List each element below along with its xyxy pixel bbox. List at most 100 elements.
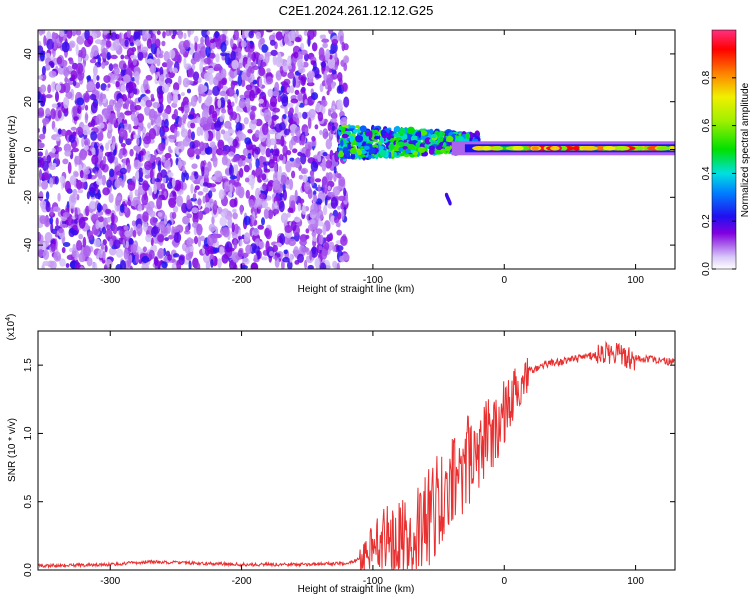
noise-mark <box>283 249 288 255</box>
snr-series-line <box>38 340 675 570</box>
signal-mark <box>388 151 392 159</box>
noise-mark <box>171 212 177 219</box>
carrier-mark <box>550 146 560 151</box>
noise-mark <box>293 135 302 143</box>
noise-mark <box>130 244 138 253</box>
noise-mark <box>38 30 44 36</box>
signal-mark <box>369 130 373 139</box>
noise-mark <box>266 68 271 73</box>
noise-mark <box>212 155 218 168</box>
noise-mark <box>331 111 337 120</box>
noise-mark <box>258 66 266 77</box>
noise-mark <box>53 251 61 262</box>
noise-mark <box>287 207 294 213</box>
noise-mark <box>131 47 137 52</box>
heatmap-y-tick-label: -40 <box>23 237 34 252</box>
noise-mark <box>173 108 178 119</box>
noise-mark <box>219 216 227 227</box>
signal-mark <box>456 136 464 142</box>
noise-mark <box>307 30 315 40</box>
noise-mark <box>126 200 132 206</box>
noise-mark <box>207 67 215 74</box>
noise-mark <box>113 239 121 249</box>
noise-mark <box>340 235 348 246</box>
noise-mark <box>290 98 299 104</box>
noise-mark <box>102 155 107 165</box>
noise-mark <box>112 99 117 105</box>
noise-mark <box>185 252 193 261</box>
noise-mark <box>284 128 290 136</box>
noise-mark <box>301 205 307 215</box>
noise-mark <box>194 51 202 63</box>
noise-mark <box>300 49 308 56</box>
noise-mark <box>244 215 251 226</box>
noise-mark <box>319 34 324 40</box>
noise-mark <box>261 201 269 209</box>
noise-mark <box>193 171 199 180</box>
noise-mark <box>152 101 160 109</box>
noise-mark <box>331 125 336 131</box>
noise-mark <box>71 229 79 236</box>
noise-mark <box>38 151 43 157</box>
noise-mark <box>307 117 312 129</box>
noise-mark <box>335 222 341 228</box>
noise-mark <box>227 247 235 252</box>
noise-mark <box>190 118 195 124</box>
noise-mark <box>325 48 331 61</box>
noise-mark <box>161 83 170 93</box>
noise-mark <box>83 93 90 103</box>
noise-mark <box>87 35 94 45</box>
heatmap-x-tick-label: -100 <box>363 275 383 286</box>
noise-mark <box>307 264 314 269</box>
noise-mark <box>171 34 176 40</box>
noise-mark <box>76 240 83 251</box>
noise-mark <box>210 41 216 50</box>
noise-mark <box>203 207 210 214</box>
noise-mark <box>187 147 195 158</box>
signal-mark <box>440 148 446 153</box>
noise-mark <box>337 211 342 220</box>
noise-mark <box>164 77 173 85</box>
noise-mark <box>221 155 228 166</box>
snr-exponent: (x104) <box>5 314 17 341</box>
noise-mark <box>282 61 289 73</box>
noise-mark <box>297 58 304 69</box>
noise-mark <box>106 130 112 139</box>
noise-mark <box>266 181 273 192</box>
noise-mark <box>161 154 166 163</box>
noise-mark <box>38 249 44 258</box>
noise-mark <box>239 94 245 99</box>
noise-mark <box>331 38 339 45</box>
noise-mark <box>338 195 346 202</box>
noise-mark <box>282 145 288 157</box>
noise-mark <box>58 128 62 135</box>
noise-mark <box>108 247 117 256</box>
noise-mark <box>330 215 336 226</box>
noise-mark <box>213 199 218 211</box>
noise-mark <box>81 137 85 148</box>
noise-mark <box>239 239 243 247</box>
noise-mark <box>80 47 87 59</box>
noise-mark <box>57 146 62 152</box>
noise-mark <box>295 126 301 137</box>
noise-mark <box>289 253 293 263</box>
noise-mark <box>173 232 182 243</box>
noise-mark <box>138 97 141 103</box>
noise-mark <box>214 30 220 39</box>
noise-mark <box>63 96 70 109</box>
noise-mark <box>264 53 270 64</box>
noise-mark <box>134 71 140 83</box>
noise-mark <box>322 224 327 236</box>
noise-mark <box>304 127 309 136</box>
noise-mark <box>95 81 101 89</box>
noise-mark <box>83 168 90 175</box>
noise-mark <box>143 135 152 145</box>
noise-mark <box>171 226 175 237</box>
noise-mark <box>217 98 222 109</box>
noise-mark <box>64 150 72 157</box>
snr-y-tick-label: 0.0 <box>23 563 34 577</box>
noise-mark <box>322 132 327 138</box>
signal-mark <box>429 128 434 135</box>
noise-mark <box>314 124 319 130</box>
noise-mark <box>265 76 274 85</box>
